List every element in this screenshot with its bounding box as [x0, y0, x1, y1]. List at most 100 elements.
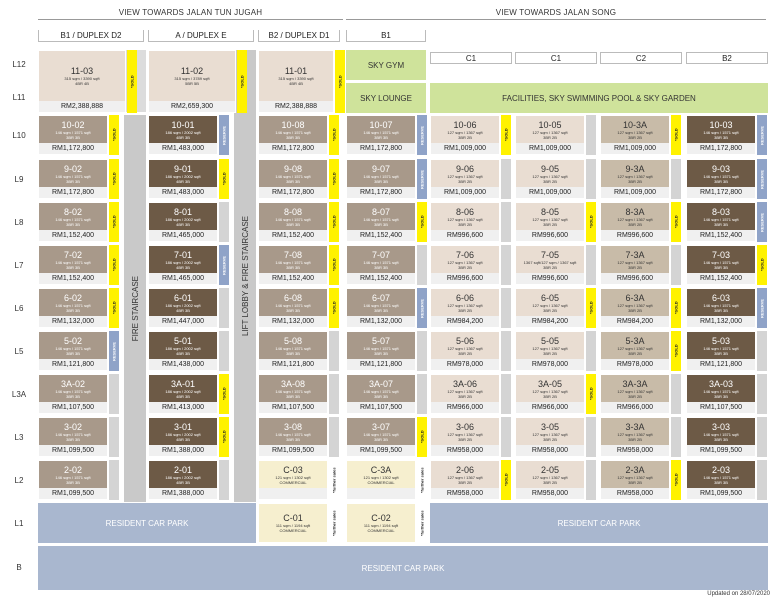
- unit-9-08[interactable]: 9-08 146 sqm / 1571 sqft 3BR 3B RM1,172,800: [258, 159, 328, 199]
- unit-2-01[interactable]: 2-01 186 sqm / 2002 sqft 4BR 3B RM1,388,000: [148, 460, 218, 500]
- unit-3A-02[interactable]: 3A-02 146 sqm / 1571 sqft 3BR 3B RM1,107,50…: [38, 374, 108, 414]
- unit-code: 5-05: [540, 335, 559, 346]
- sold-tag: *SOLD: [335, 50, 345, 113]
- unit-5-03[interactable]: 5-03 146 sqm / 1571 sqft 3BR 3B RM1,121,800: [686, 331, 756, 371]
- empty-tag: [501, 202, 511, 242]
- unit-code: 2-01: [173, 464, 192, 475]
- unit-10-07[interactable]: 10-07 146 sqm / 1571 sqft 3BR 3B RM1,172,80…: [346, 115, 416, 155]
- unit-3-06[interactable]: 3-06 127 sqm / 1367 sqft 3BR 2B RM958,000: [430, 417, 500, 457]
- unit-2-02[interactable]: 2-02 146 sqm / 1571 sqft 3BR 3B RM1,099,500: [38, 460, 108, 500]
- unit-5-06[interactable]: 5-06 127 sqm / 1367 sqft 3BR 2B RM978,000: [430, 331, 500, 371]
- unit-3A-07[interactable]: 3A-07 146 sqm / 1571 sqft 3BR 3B RM1,107,50…: [346, 374, 416, 414]
- unit-6-03[interactable]: 6-03 146 sqm / 1571 sqft 3BR 3B RM1,132,000: [686, 288, 756, 328]
- unit-10-3A[interactable]: 10-3A 127 sqm / 1367 sqft 3BR 2B RM1,009,00…: [600, 115, 670, 155]
- unit-size: 315 sqm / 3390 sqft: [278, 76, 314, 81]
- unit-10-08[interactable]: 10-08 146 sqm / 1571 sqft 3BR 3B RM1,172,80…: [258, 115, 328, 155]
- column-header: C1: [515, 52, 597, 64]
- unit-C-3A[interactable]: C-3A 121 sqm / 1302 sqft COMMERCIAL: [346, 460, 416, 500]
- unit-5-08[interactable]: 5-08 146 sqm / 1571 sqft 3BR 3B RM1,121,800: [258, 331, 328, 371]
- unit-9-06[interactable]: 9-06 127 sqm / 1367 sqft 3BR 2B RM1,009,000: [430, 159, 500, 199]
- unit-7-06[interactable]: 7-06 127 sqm / 1367 sqft 3BR 2B RM996,600: [430, 245, 500, 285]
- unit-3-08[interactable]: 3-08 146 sqm / 1571 sqft 3BR 3B RM1,099,500: [258, 417, 328, 457]
- unit-10-03[interactable]: 10-03 146 sqm / 1571 sqft 3BR 3B RM1,172,80…: [686, 115, 756, 155]
- unit-6-05[interactable]: 6-05 127 sqm / 1367 sqft 3BR 2B RM984,200: [515, 288, 585, 328]
- unit-8-01[interactable]: 8-01 186 sqm / 2002 sqft 4BR 3B RM1,465,000: [148, 202, 218, 242]
- unit-C-01[interactable]: C-01 111 sqm / 1194 sqft COMMERCIAL: [258, 503, 328, 543]
- unit-9-01[interactable]: 9-01 186 sqm / 2002 sqft 4BR 3B RM1,483,000: [148, 159, 218, 199]
- sold-tag: *SOLD: [127, 50, 137, 113]
- unit-7-03[interactable]: 7-03 146 sqm / 1571 sqft 3BR 3B RM1,152,400: [686, 245, 756, 285]
- unit-10-02[interactable]: 10-02 146 sqm / 1571 sqft 3BR 3B RM1,172,80…: [38, 115, 108, 155]
- unit-size: 146 sqm / 1571 sqft: [703, 388, 739, 394]
- unit-code: 8-3A: [625, 206, 645, 217]
- unit-3A-05[interactable]: 3A-05 127 sqm / 1367 sqft 3BR 2B RM966,000: [515, 374, 585, 414]
- duplex-unit-11-03[interactable]: 11-03 315 sqm / 3390 sqft 4BR 4B RM2,388,88…: [38, 50, 126, 113]
- unit-code: 7-08: [283, 249, 302, 260]
- unit-3A-01[interactable]: 3A-01 186 sqm / 2002 sqft 4BR 3B RM1,413,00…: [148, 374, 218, 414]
- unit-8-02[interactable]: 8-02 146 sqm / 1571 sqft 3BR 3B RM1,152,400: [38, 202, 108, 242]
- unit-2-05[interactable]: 2-05 127 sqm / 1367 sqft 3BR 2B RM958,000: [515, 460, 585, 500]
- unit-price: RM1,172,800: [39, 143, 107, 154]
- unit-6-3A[interactable]: 6-3A 127 sqm / 1367 sqft 3BR 2B RM984,200: [600, 288, 670, 328]
- unit-size: 146 sqm / 1571 sqft: [363, 129, 399, 135]
- unit-size: 127 sqm / 1367 sqft: [617, 388, 653, 394]
- unit-10-01[interactable]: 10-01 186 sqm / 2002 sqft 4BR 3B RM1,483,00…: [148, 115, 218, 155]
- unit-7-08[interactable]: 7-08 146 sqm / 1571 sqft 3BR 3B RM1,152,400: [258, 245, 328, 285]
- unit-3A-08[interactable]: 3A-08 146 sqm / 1571 sqft 3BR 3B RM1,107,50…: [258, 374, 328, 414]
- unit-7-07[interactable]: 7-07 146 sqm / 1571 sqft 3BR 3B RM1,152,400: [346, 245, 416, 285]
- unit-9-02[interactable]: 9-02 146 sqm / 1571 sqft 3BR 3B RM1,172,800: [38, 159, 108, 199]
- unit-3A-06[interactable]: 3A-06 127 sqm / 1367 sqft 3BR 2B RM966,000: [430, 374, 500, 414]
- unit-2-06[interactable]: 2-06 127 sqm / 1367 sqft 3BR 2B RM958,000: [430, 460, 500, 500]
- unit-5-07[interactable]: 5-07 146 sqm / 1571 sqft 3BR 3B RM1,121,800: [346, 331, 416, 371]
- unit-7-01[interactable]: 7-01 186 sqm / 2002 sqft 4BR 3B RM1,465,000: [148, 245, 218, 285]
- unit-8-06[interactable]: 8-06 127 sqm / 1367 sqft 3BR 2B RM996,600: [430, 202, 500, 242]
- unit-8-3A[interactable]: 8-3A 127 sqm / 1367 sqft 3BR 2B RM996,600: [600, 202, 670, 242]
- unit-3-02[interactable]: 3-02 146 sqm / 1571 sqft 3BR 3B RM1,099,500: [38, 417, 108, 457]
- unit-C-02[interactable]: C-02 111 sqm / 1194 sqft COMMERCIAL: [346, 503, 416, 543]
- unit-10-06[interactable]: 10-06 127 sqm / 1367 sqft 3BR 2B RM1,009,00…: [430, 115, 500, 155]
- unit-3-3A[interactable]: 3-3A 127 sqm / 1367 sqft 3BR 2B RM958,000: [600, 417, 670, 457]
- unit-10-05[interactable]: 10-05 127 sqm / 1367 sqft 3BR 2B RM1,009,00…: [515, 115, 585, 155]
- unit-code: 8-02: [63, 206, 82, 217]
- unit-3-03[interactable]: 3-03 146 sqm / 1571 sqft 3BR 3B RM1,099,500: [686, 417, 756, 457]
- unit-5-05[interactable]: 5-05 127 sqm / 1367 sqft 3BR 2B RM978,000: [515, 331, 585, 371]
- unit-size: 127 sqm / 1367 sqft: [617, 302, 653, 308]
- unit-6-06[interactable]: 6-06 127 sqm / 1367 sqft 3BR 2B RM984,200: [430, 288, 500, 328]
- unit-C-03[interactable]: C-03 121 sqm / 1302 sqft COMMERCIAL: [258, 460, 328, 500]
- unit-code: 3A-08: [280, 378, 306, 389]
- unit-price: RM1,009,000: [601, 187, 669, 198]
- unit-6-02[interactable]: 6-02 146 sqm / 1571 sqft 3BR 3B RM1,132,000: [38, 288, 108, 328]
- unit-5-01[interactable]: 5-01 186 sqm / 2002 sqft 4BR 3B RM1,438,000: [148, 331, 218, 371]
- unit-9-03[interactable]: 9-03 146 sqm / 1571 sqft 3BR 3B RM1,172,800: [686, 159, 756, 199]
- unit-8-08[interactable]: 8-08 146 sqm / 1571 sqft 3BR 3B RM1,152,400: [258, 202, 328, 242]
- unit-7-3A[interactable]: 7-3A 127 sqm / 1367 sqft 3BR 2B RM996,600: [600, 245, 670, 285]
- unit-7-05[interactable]: 7-05 1367 sqft/127 sqm / 1367 sqft 3BR 2B R…: [515, 245, 585, 285]
- unit-rooms: 3BR 2B: [458, 134, 472, 140]
- unit-9-3A[interactable]: 9-3A 127 sqm / 1367 sqft 3BR 2B RM1,009,000: [600, 159, 670, 199]
- duplex-unit-11-01[interactable]: 11-01 315 sqm / 3390 sqft 4BR 4B RM2,388,88…: [258, 50, 334, 113]
- unit-6-08[interactable]: 6-08 146 sqm / 1571 sqft 3BR 3B RM1,132,000: [258, 288, 328, 328]
- unit-2-3A[interactable]: 2-3A 127 sqm / 1367 sqft 3BR 2B RM958,000: [600, 460, 670, 500]
- unit-3-05[interactable]: 3-05 127 sqm / 1367 sqft 3BR 2B RM958,000: [515, 417, 585, 457]
- unit-rooms: 3BR 3B: [374, 264, 388, 270]
- unit-5-3A[interactable]: 5-3A 127 sqm / 1367 sqft 3BR 2B RM978,000: [600, 331, 670, 371]
- unit-9-05[interactable]: 9-05 127 sqm / 1367 sqft 3BR 2B RM1,009,000: [515, 159, 585, 199]
- lift-lobby: LIFT LOBBY & FIRE STAIRCASE: [234, 50, 256, 502]
- unit-8-03[interactable]: 8-03 146 sqm / 1571 sqft 3BR 3B RM1,152,400: [686, 202, 756, 242]
- unit-3A-3A[interactable]: 3A-3A 127 sqm / 1367 sqft 3BR 2B RM966,000: [600, 374, 670, 414]
- duplex-unit-11-02[interactable]: 11-02 315 sqm / 3789 sqft 5BR 5B RM2,659,30…: [148, 50, 236, 113]
- unit-7-02[interactable]: 7-02 146 sqm / 1571 sqft 3BR 3B RM1,152,400: [38, 245, 108, 285]
- unit-8-07[interactable]: 8-07 146 sqm / 1571 sqft 3BR 3B RM1,152,400: [346, 202, 416, 242]
- unit-3-07[interactable]: 3-07 146 sqm / 1571 sqft 3BR 3B RM1,099,500: [346, 417, 416, 457]
- unit-3A-03[interactable]: 3A-03 146 sqm / 1571 sqft 3BR 3B RM1,107,50…: [686, 374, 756, 414]
- unit-9-07[interactable]: 9-07 146 sqm / 1571 sqft 3BR 3B RM1,172,800: [346, 159, 416, 199]
- empty-tag: [109, 460, 119, 500]
- unit-6-01[interactable]: 6-01 186 sqm / 2002 sqft 4BR 3B RM1,447,000: [148, 288, 218, 328]
- unit-8-05[interactable]: 8-05 127 sqm / 1367 sqft 3BR 2B RM996,600: [515, 202, 585, 242]
- unit-6-07[interactable]: 6-07 146 sqm / 1571 sqft 3BR 3B RM1,132,000: [346, 288, 416, 328]
- unit-2-03[interactable]: 2-03 146 sqm / 1571 sqft 3BR 3B RM1,099,500: [686, 460, 756, 500]
- unit-3-01[interactable]: 3-01 186 sqm / 2002 sqft 4BR 3B RM1,388,000: [148, 417, 218, 457]
- unit-price: RM2,659,300: [149, 101, 235, 112]
- unit-5-02[interactable]: 5-02 146 sqm / 1571 sqft 3BR 3B RM1,121,800: [38, 331, 108, 371]
- unit-rooms: 3BR 3B: [286, 221, 300, 227]
